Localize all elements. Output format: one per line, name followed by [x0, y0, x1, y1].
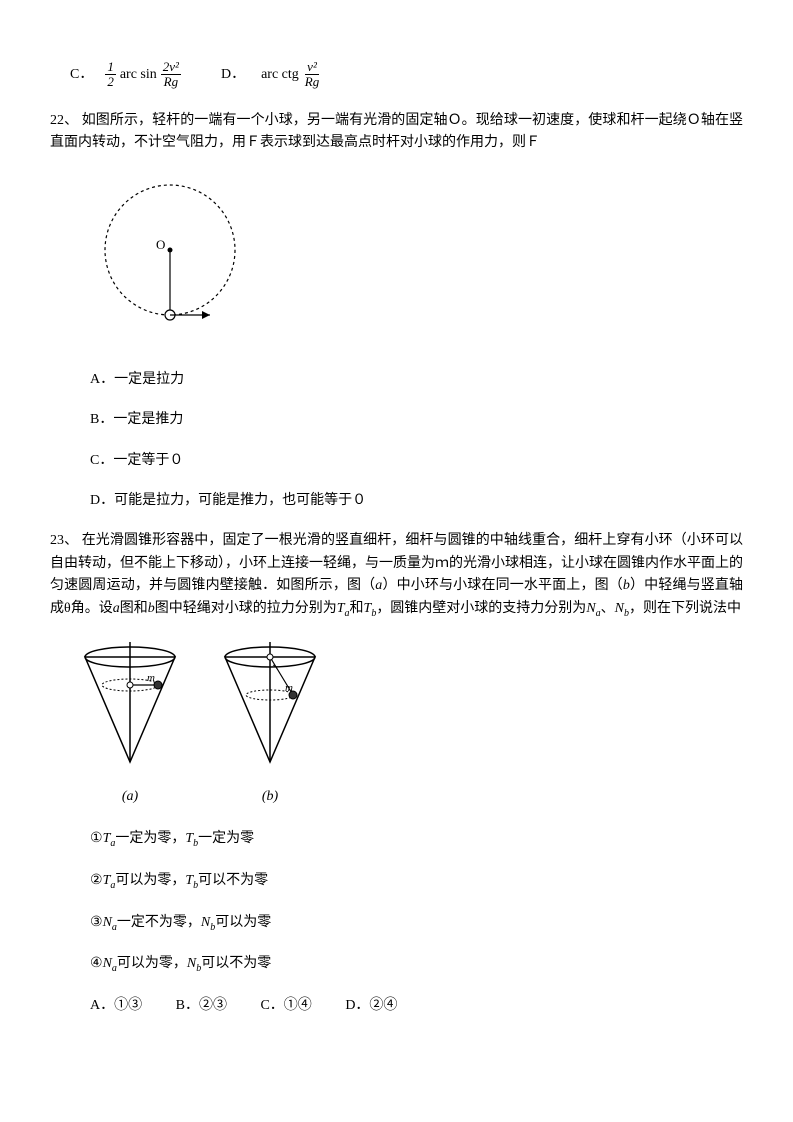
- frac-half: 1 2: [105, 60, 116, 90]
- q22-text: 22、 如图所示，轻杆的一端有一个小球，另一端有光滑的固定轴Ｏ。现给球一初速度，…: [50, 110, 743, 155]
- option-d-label: D．: [221, 64, 245, 86]
- option-d-formula: arc ctg v² Rg: [257, 60, 321, 90]
- frac-v2-rg: v² Rg: [303, 60, 321, 90]
- q23-number: 23、: [50, 533, 78, 548]
- q23-option-b: B．②③: [176, 998, 227, 1013]
- q23-option-a: A．①③: [90, 998, 142, 1013]
- func-arcctg: arc ctg: [261, 64, 299, 86]
- option-c-label: C．: [70, 64, 93, 86]
- frac-2v2-rg: 2v² Rg: [161, 60, 181, 90]
- fig-b-label: (b): [210, 786, 330, 808]
- svg-text:O: O: [156, 237, 165, 252]
- q23-diagram: m (a) m (b): [70, 637, 743, 808]
- q22-option-a: A．一定是拉力: [90, 369, 743, 391]
- q23-stmt-4: ④Na可以为零，Nb可以不为零: [90, 953, 743, 977]
- q23-option-c: C．①④: [260, 998, 311, 1013]
- q23-stmt-3: ③Na一定不为零，Nb可以为零: [90, 912, 743, 936]
- q23-stmt-1: ①Ta一定为零，Tb一定为零: [90, 828, 743, 852]
- func-arcsin: arc sin: [120, 64, 157, 86]
- q22-body: 如图所示，轻杆的一端有一个小球，另一端有光滑的固定轴Ｏ。现给球一初速度，使球和杆…: [50, 113, 743, 150]
- q23-statements: ①Ta一定为零，Tb一定为零 ②Ta可以为零，Tb可以不为零 ③Na一定不为零，…: [50, 828, 743, 977]
- q22-option-c: C．一定等于０: [90, 450, 743, 472]
- q22-option-d: D．可能是拉力，可能是推力，也可能等于０: [90, 490, 743, 512]
- option-c-formula: 1 2 arc sin 2v² Rg: [105, 60, 181, 90]
- q23-options: A．①③ B．②③ C．①④ D．②④: [50, 995, 743, 1017]
- fig-a-label: (a): [70, 786, 190, 808]
- q23-option-d: D．②④: [345, 998, 397, 1013]
- q22-answers: A．一定是拉力 B．一定是推力 C．一定等于０ D．可能是拉力，可能是推力，也可…: [50, 369, 743, 513]
- q23-text: 23、 在光滑圆锥形容器中，固定了一根光滑的竖直细杆，细杆与圆锥的中轴线重合，细…: [50, 530, 743, 621]
- svg-text:m: m: [147, 672, 155, 684]
- q22-diagram: O: [80, 170, 743, 348]
- svg-text:m: m: [285, 682, 293, 694]
- q22-number: 22、: [50, 113, 78, 128]
- q23-stmt-2: ②Ta可以为零，Tb可以不为零: [90, 870, 743, 894]
- q22-option-b: B．一定是推力: [90, 409, 743, 431]
- q21-options-cd: C． 1 2 arc sin 2v² Rg D． arc ctg v² Rg: [50, 60, 743, 90]
